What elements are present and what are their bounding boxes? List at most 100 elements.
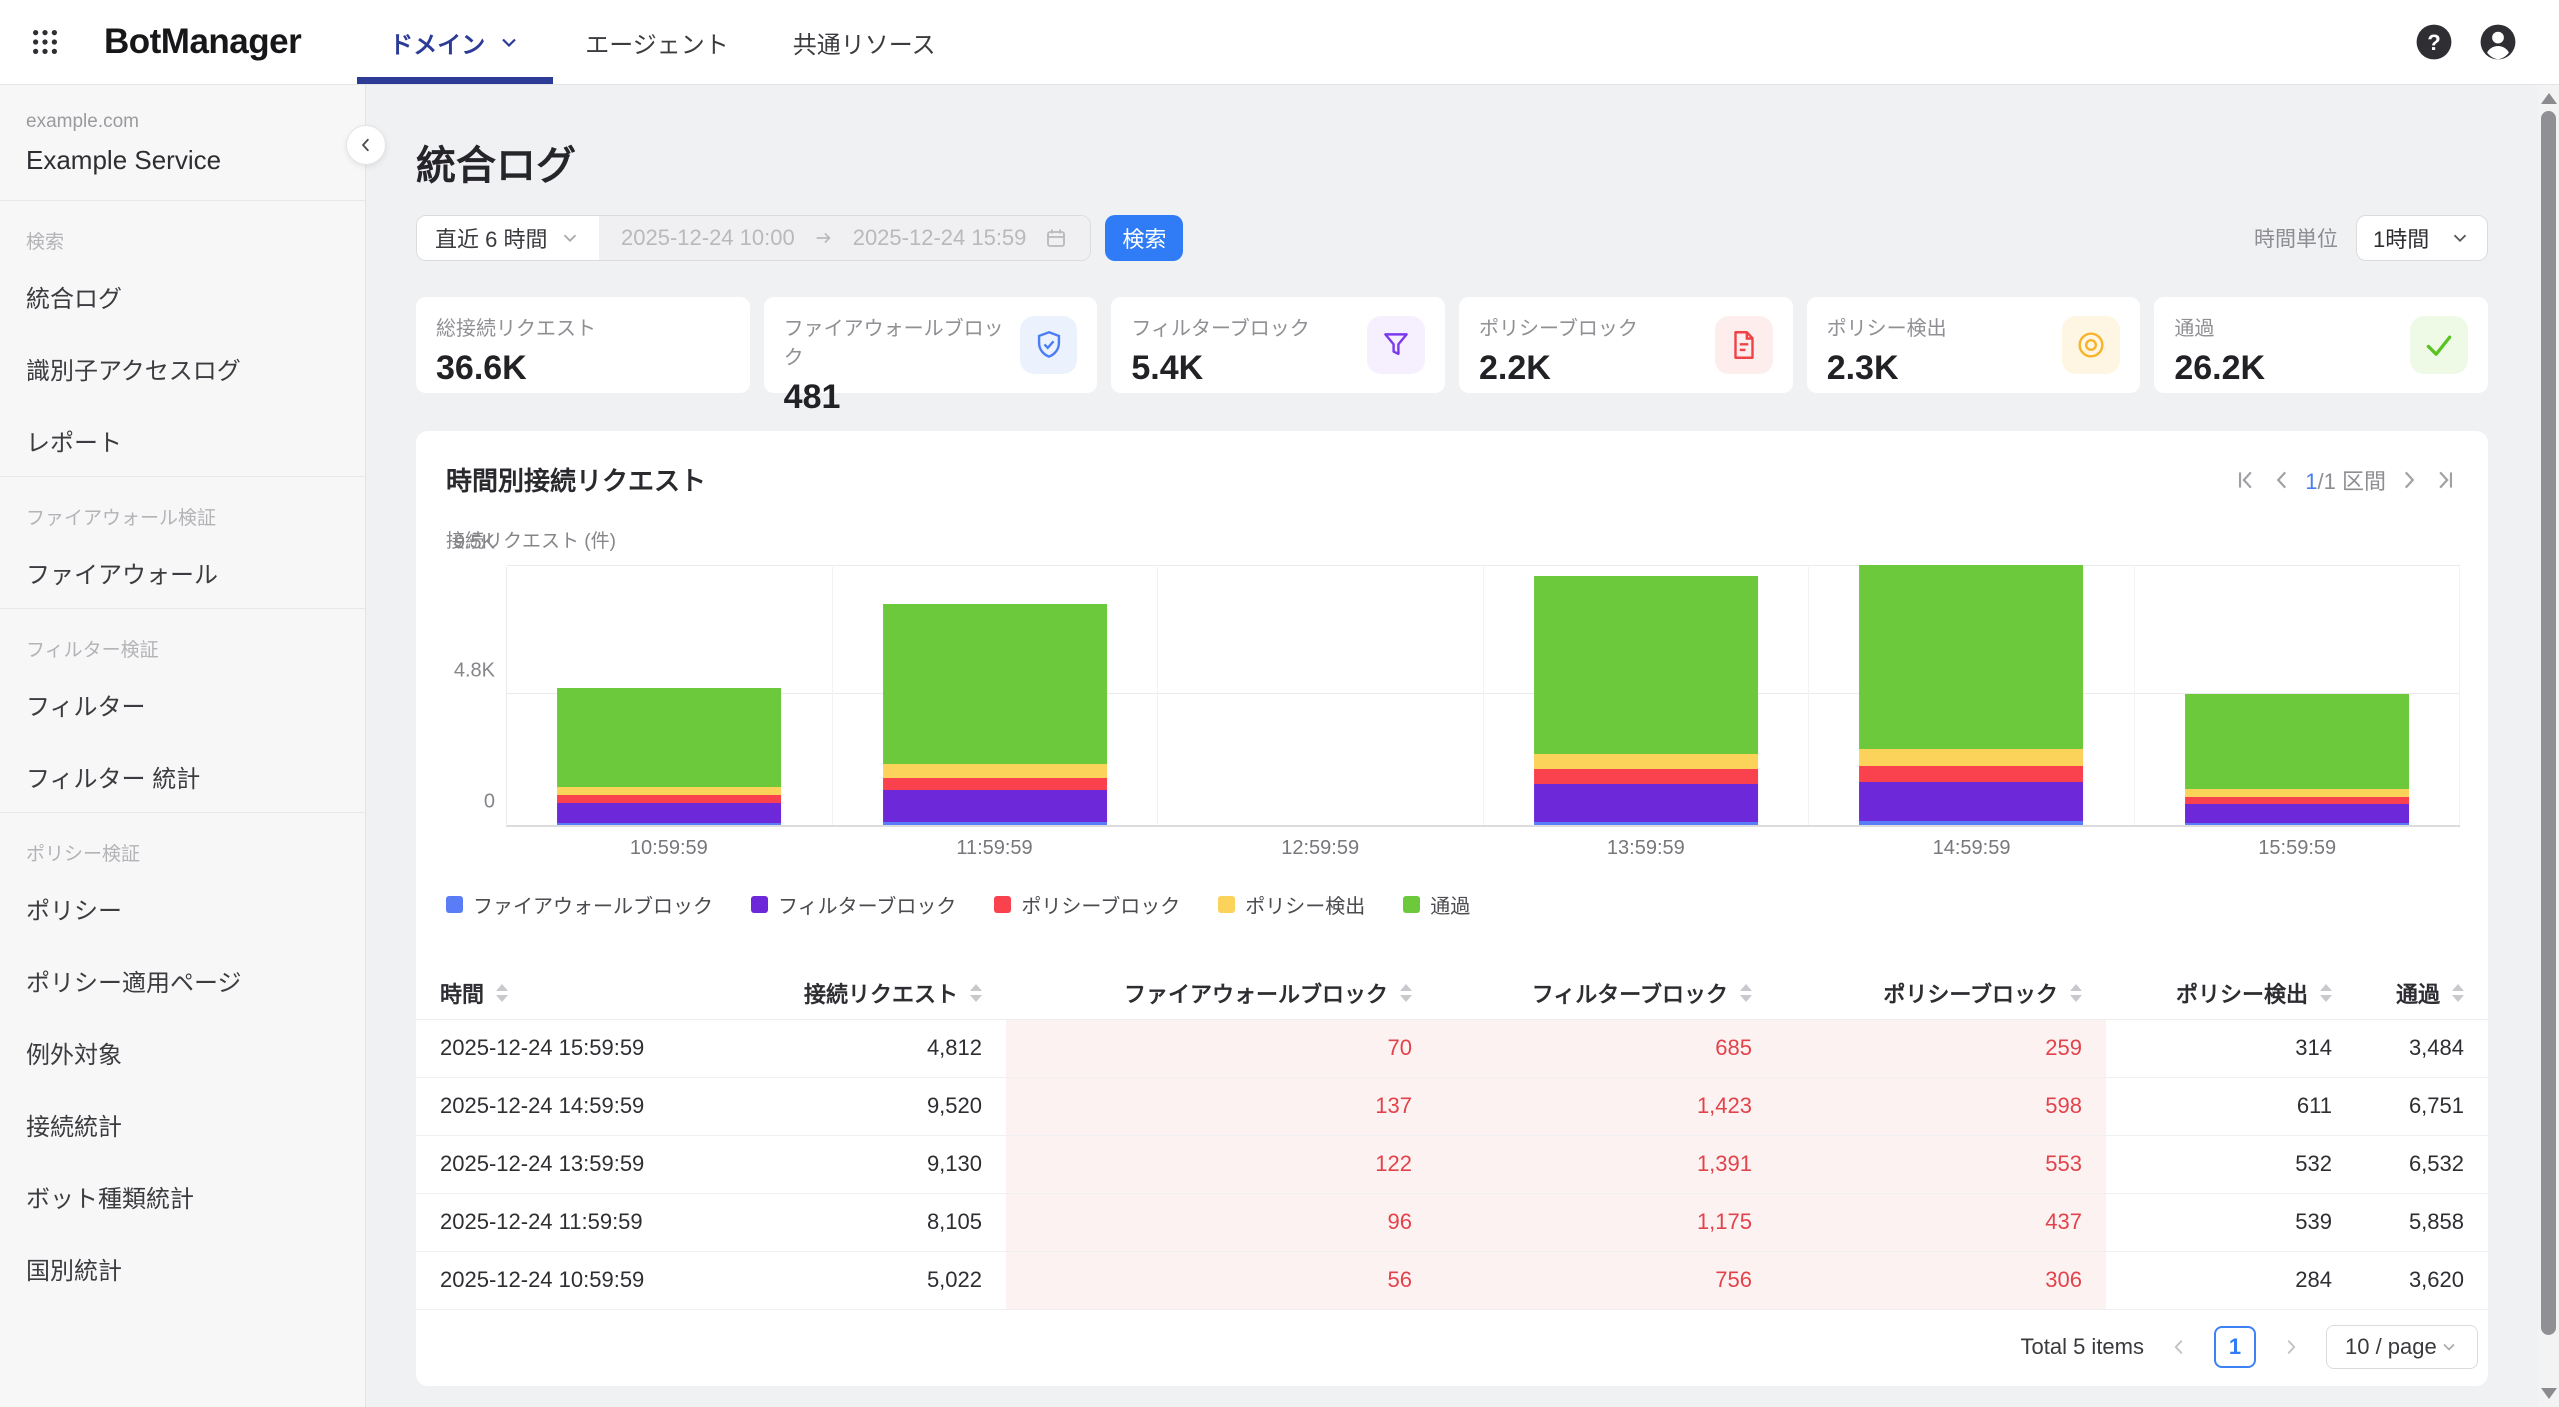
table-cell: 2025-12-24 11:59:59 [416, 1193, 716, 1252]
sidebar-item[interactable]: ポリシー適用ページ [26, 969, 242, 997]
bar-segment [1859, 782, 2084, 822]
column-header[interactable]: ファイアウォールブロック [1006, 967, 1436, 1020]
sidebar-item[interactable]: 識別子アクセスログ [26, 357, 241, 385]
column-header-label: ポリシーブロック [1883, 981, 2058, 1007]
time-unit-wrap: 時間単位 1時間 [2254, 215, 2488, 261]
search-button[interactable]: 検索 [1105, 215, 1184, 261]
scrollbar-thumb[interactable] [2541, 111, 2556, 1335]
log-table: 時間 接続リクエスト ファイアウォールブロック フィルターブロック ポリシーブロック ポリ… [416, 967, 2488, 1310]
stat-card-label: フィルターブロック [1131, 318, 1310, 340]
table-cell: 122 [1006, 1135, 1436, 1194]
bar-segment [882, 763, 1107, 779]
date-to-value: 2025-12-24 15:59 [852, 225, 1027, 250]
legend-item[interactable]: ポリシーブロック [994, 890, 1180, 919]
table-cell: 3,620 [2356, 1251, 2488, 1310]
sidebar-item[interactable]: 統合ログ [26, 285, 122, 313]
first-page-icon[interactable] [2233, 467, 2259, 493]
sidebar-divider [0, 476, 365, 477]
column-header[interactable]: フィルターブロック [1436, 967, 1776, 1020]
sidebar-item[interactable]: ボット種類統計 [26, 1185, 194, 1213]
calendar-icon [1047, 229, 1066, 247]
date-range-input[interactable]: 2025-12-24 10:00 2025-12-24 15:59 [599, 216, 1091, 260]
table-cell: 1,423 [1436, 1077, 1776, 1136]
legend-item[interactable]: ファイアウォールブロック [446, 890, 713, 919]
table-cell: 259 [1776, 1019, 2106, 1078]
time-unit-label: 時間単位 [2254, 228, 2338, 251]
nav-right: ? [2415, 23, 2517, 61]
sidebar-item[interactable]: 例外対象 [26, 1041, 122, 1069]
stat-card: ポリシーブロック 2.2K [1459, 297, 1793, 393]
column-header[interactable]: 接続リクエスト [716, 967, 1006, 1020]
nav-tab-1[interactable]: ドメイン [357, 0, 554, 84]
bar-segment [557, 802, 782, 824]
sidebar-item[interactable]: 接続統計 [26, 1113, 122, 1141]
table-cell: 137 [1006, 1077, 1436, 1136]
time-unit-select[interactable]: 1時間 [2356, 215, 2488, 261]
column-header[interactable]: ポリシー検出 [2106, 967, 2356, 1020]
bar-segment [2184, 823, 2409, 825]
legend-item[interactable]: ポリシー検出 [1218, 890, 1365, 919]
legend-label: 通過 [1430, 896, 1471, 918]
table-prev-page-icon[interactable] [2168, 1336, 2190, 1358]
prev-page-icon[interactable] [2269, 467, 2295, 493]
scrollbar [2538, 85, 2559, 1407]
table-next-page-icon[interactable] [2280, 1336, 2302, 1358]
bar-segment [557, 786, 782, 795]
sidebar-item[interactable]: フィルター 統計 [26, 765, 201, 793]
sidebar-section-title: ポリシー検証 [26, 844, 141, 865]
next-page-icon[interactable] [2396, 467, 2422, 493]
sort-icon [496, 983, 509, 1002]
sidebar-item[interactable]: ファイアウォール [26, 561, 218, 589]
table-row: 2025-12-24 11:59:59 8,105 96 1,175 437 539 5,8… [416, 1193, 2488, 1252]
sidebar-item[interactable]: 国別統計 [26, 1257, 122, 1285]
chevron-down-icon [563, 234, 577, 243]
chart-x-tick: 15:59:59 [2258, 837, 2337, 859]
time-preset-select[interactable]: 直近 6 時間 [417, 216, 599, 260]
stat-card-label: ポリシー検出 [1826, 318, 1947, 340]
table-cell: 1,175 [1436, 1193, 1776, 1252]
column-header[interactable]: 時間 [416, 967, 716, 1020]
chart-slots [507, 565, 2460, 825]
bar-segment [557, 794, 782, 803]
bar-segment [1859, 766, 2084, 783]
bar-segment [1533, 768, 1758, 784]
document-icon [1714, 316, 1773, 374]
chart-slot [1158, 567, 1484, 825]
sidebar-item[interactable]: ポリシー [26, 897, 122, 925]
stat-card-value: 26.2K [2174, 349, 2266, 387]
sidebar-item[interactable]: フィルター [26, 693, 146, 721]
nav-tab-2[interactable]: エージェント [553, 0, 761, 84]
help-icon[interactable]: ? [2415, 23, 2453, 61]
legend-label: ポリシー検出 [1245, 896, 1366, 918]
user-icon[interactable] [2479, 23, 2517, 61]
stat-card-label: 通過 [2174, 318, 2215, 340]
legend-item[interactable]: 通過 [1403, 890, 1470, 919]
app-grid-icon[interactable] [30, 27, 60, 57]
legend-item[interactable]: フィルターブロック [751, 890, 956, 919]
stacked-bar-10:59:59 [557, 687, 782, 825]
stat-card-value: 481 [783, 378, 841, 416]
page-number-button[interactable]: 1 [2214, 1325, 2256, 1368]
column-header[interactable]: 通過 [2356, 967, 2488, 1020]
table-cell: 553 [1776, 1135, 2106, 1194]
nav-tab-3[interactable]: 共通リソース [761, 0, 968, 84]
stats-row: 総接続リクエスト 36.6K ファイアウォールブロック 481 フィルターブロック 5.4… [416, 297, 2489, 416]
bar-segment [882, 778, 1107, 791]
scroll-down-icon[interactable] [2541, 1388, 2557, 1399]
last-page-icon[interactable] [2432, 467, 2458, 493]
chart-page-total: /1 区間 [2317, 468, 2386, 494]
date-range-group: 直近 6 時間 2025-12-24 10:00 2025-12-24 15:5… [416, 215, 1092, 261]
stacked-bar-15:59:59 [2184, 693, 2409, 825]
table-cell: 9,520 [716, 1077, 1006, 1136]
column-header-inner: 通過 [2380, 977, 2464, 1009]
sidebar-item[interactable]: レポート [26, 429, 122, 457]
scroll-up-icon[interactable] [2541, 93, 2557, 104]
bar-segment [1533, 575, 1758, 755]
column-header-inner: 時間 [440, 977, 692, 1009]
sidebar-collapse-button[interactable] [346, 125, 386, 165]
chevron-down-icon [2443, 1343, 2455, 1351]
page-size-select[interactable]: 10 / page [2326, 1324, 2478, 1369]
column-header[interactable]: ポリシーブロック [1776, 967, 2106, 1020]
stat-card-text: 総接続リクエスト 36.6K [436, 312, 596, 387]
legend-swatch [1218, 896, 1236, 913]
